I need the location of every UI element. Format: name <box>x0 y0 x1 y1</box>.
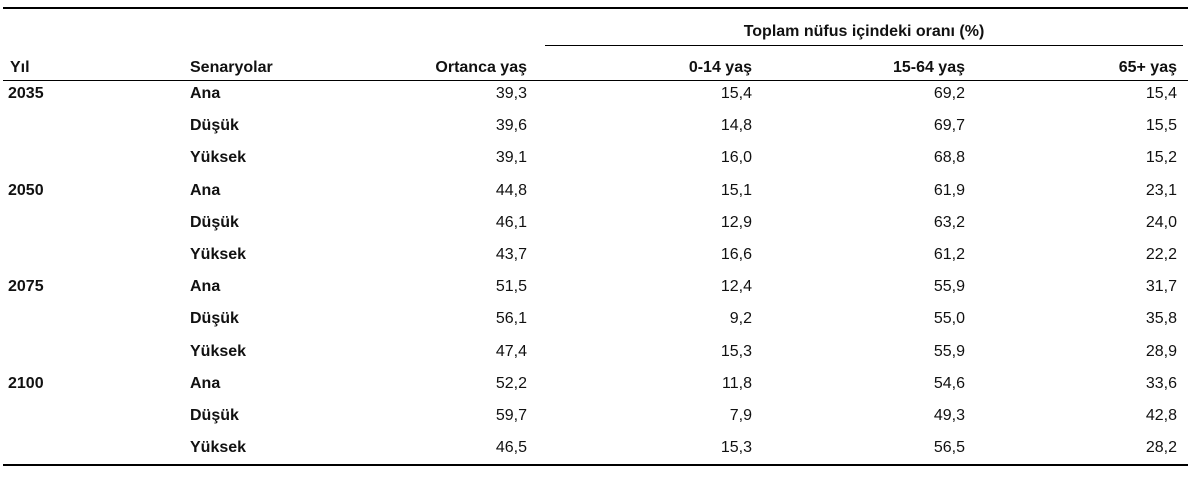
value-cell: 12,9 <box>720 213 752 231</box>
value-cell: 23,1 <box>1145 181 1177 199</box>
value-cell: 28,2 <box>1145 439 1177 457</box>
value-cell: 51,5 <box>495 278 527 296</box>
value-cell: 69,2 <box>933 85 965 102</box>
value-cell: 22,2 <box>1145 246 1177 263</box>
group-title: Toplam nüfus içindeki oranı (%) <box>743 23 985 40</box>
value-cell: 24,0 <box>1145 213 1177 231</box>
value-cell: 52,2 <box>495 374 527 392</box>
scenario-cell: Düşük <box>190 213 239 231</box>
year-cell: 2050 <box>8 181 44 199</box>
year-cell: 2075 <box>8 278 44 296</box>
value-cell: 33,6 <box>1145 374 1177 392</box>
value-cell: 12,4 <box>720 278 752 296</box>
value-cell: 16,6 <box>720 246 752 263</box>
value-cell: 55,9 <box>933 342 965 360</box>
scenario-cell: Yüksek <box>190 149 247 167</box>
value-cell: 15,4 <box>1145 85 1177 102</box>
value-cell: 15,5 <box>1145 117 1177 135</box>
value-cell: 39,1 <box>495 149 527 167</box>
scenario-cell: Ana <box>190 374 221 392</box>
year-cell: 2100 <box>8 374 44 392</box>
scenario-cell: Ana <box>190 181 221 199</box>
value-cell: 47,4 <box>495 342 527 360</box>
year-cell: 2035 <box>8 85 44 102</box>
value-cell: 49,3 <box>933 407 965 424</box>
value-cell: 61,2 <box>933 246 965 263</box>
value-cell: 39,6 <box>495 117 527 135</box>
value-cell: 56,1 <box>495 310 527 328</box>
value-cell: 15,2 <box>1145 149 1177 167</box>
value-cell: 44,8 <box>495 181 527 199</box>
value-cell: 61,9 <box>933 181 965 199</box>
scenario-cell: Yüksek <box>190 439 247 457</box>
value-cell: 7,9 <box>729 407 752 424</box>
group-rule <box>545 45 1183 46</box>
value-cell: 15,4 <box>720 85 752 102</box>
value-cell: 28,9 <box>1145 342 1177 360</box>
scenario-cell: Düşük <box>190 310 239 328</box>
value-cell: 39,3 <box>495 85 527 102</box>
value-cell: 16,0 <box>720 149 752 167</box>
scenario-cell: Yüksek <box>190 246 247 263</box>
value-cell: 42,8 <box>1145 407 1177 424</box>
value-cell: 11,8 <box>722 374 752 392</box>
value-cell: 31,7 <box>1145 278 1177 296</box>
value-cell: 46,5 <box>495 439 527 457</box>
scenario-cell: Düşük <box>190 117 239 135</box>
column-header: Senaryolar <box>190 59 273 76</box>
value-cell: 68,8 <box>933 149 965 167</box>
value-cell: 15,1 <box>720 181 752 199</box>
value-cell: 59,7 <box>495 407 527 424</box>
value-cell: 55,0 <box>933 310 965 328</box>
column-header: Yıl <box>10 59 30 76</box>
column-header: 65+ yaş <box>1118 59 1177 76</box>
value-cell: 15,3 <box>720 439 752 457</box>
value-cell: 69,7 <box>933 117 965 135</box>
bottom-rule <box>3 464 1188 466</box>
scenario-cell: Yüksek <box>190 342 247 360</box>
value-cell: 46,1 <box>495 213 527 231</box>
value-cell: 43,7 <box>495 246 527 263</box>
value-cell: 54,6 <box>933 374 965 392</box>
scenario-cell: Düşük <box>190 407 239 424</box>
value-cell: 35,8 <box>1145 310 1177 328</box>
value-cell: 15,3 <box>720 342 752 360</box>
top-rule <box>3 7 1188 9</box>
scenario-cell: Ana <box>190 278 221 296</box>
value-cell: 14,8 <box>720 117 752 135</box>
column-header: 0-14 yaş <box>688 59 752 76</box>
header-rule <box>3 80 1188 81</box>
value-cell: 63,2 <box>933 213 965 231</box>
scenario-cell: Ana <box>190 85 221 102</box>
column-header: Ortanca yaş <box>435 59 527 76</box>
value-cell: 9,2 <box>729 310 752 328</box>
column-header: 15-64 yaş <box>892 59 965 76</box>
value-cell: 55,9 <box>933 278 965 296</box>
value-cell: 56,5 <box>933 439 965 457</box>
